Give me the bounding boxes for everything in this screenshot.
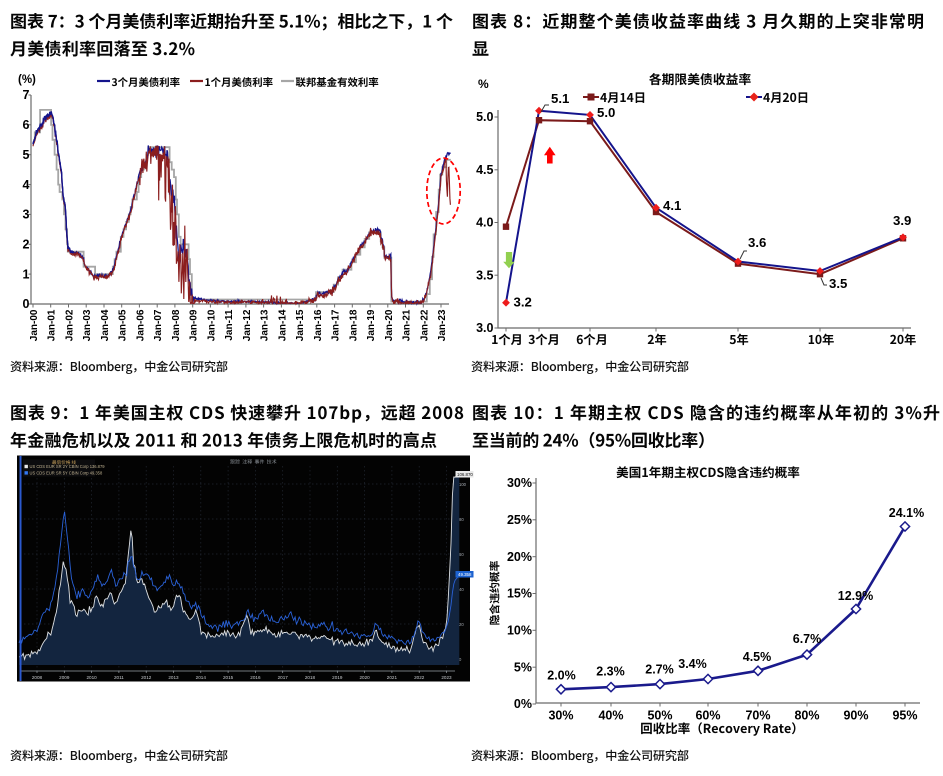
svg-text:2015: 2015 [223, 675, 234, 680]
svg-text:Jan-10: Jan-10 [206, 309, 217, 341]
svg-text:4.5%: 4.5% [743, 650, 772, 664]
svg-text:2018: 2018 [305, 675, 316, 680]
svg-text:Jan-21: Jan-21 [402, 309, 413, 341]
svg-text:2008: 2008 [32, 675, 43, 680]
svg-text:Jan-20: Jan-20 [384, 309, 395, 341]
svg-text:Jan-06: Jan-06 [135, 309, 146, 341]
svg-text:0: 0 [23, 297, 30, 311]
svg-text:Jan-05: Jan-05 [118, 309, 129, 341]
svg-text:Jan-08: Jan-08 [171, 309, 182, 341]
svg-text:60: 60 [459, 552, 464, 557]
svg-text:7: 7 [23, 88, 30, 102]
svg-text:70%: 70% [745, 709, 770, 723]
svg-text:3.5: 3.5 [476, 268, 493, 282]
svg-text:Jan-17: Jan-17 [331, 309, 342, 341]
svg-text:Jan-22: Jan-22 [419, 309, 430, 341]
svg-text:20: 20 [459, 622, 464, 627]
svg-text:4.1: 4.1 [663, 198, 681, 213]
svg-text:2016: 2016 [250, 675, 261, 680]
svg-text:2.3%: 2.3% [596, 665, 625, 679]
svg-text:6: 6 [23, 118, 30, 132]
svg-text:2022: 2022 [414, 675, 425, 680]
svg-text:2012: 2012 [141, 675, 152, 680]
svg-text:10%: 10% [507, 624, 532, 638]
svg-text:2014: 2014 [196, 675, 207, 680]
svg-text:5.1: 5.1 [551, 91, 569, 106]
svg-text:Jan-04: Jan-04 [100, 309, 111, 341]
svg-text:Jan-01: Jan-01 [47, 309, 58, 341]
svg-text:2017: 2017 [278, 675, 289, 680]
svg-text:3.5: 3.5 [829, 276, 847, 291]
svg-text:Jan-23: Jan-23 [437, 309, 448, 341]
svg-text:Jan-02: Jan-02 [64, 309, 75, 341]
svg-text:Jan-00: Jan-00 [29, 309, 40, 341]
svg-text:2.7%: 2.7% [645, 663, 674, 677]
svg-text:2011: 2011 [114, 675, 124, 680]
svg-text:4.0: 4.0 [476, 216, 493, 230]
svg-text:Jan-12: Jan-12 [242, 309, 253, 341]
svg-text:Jan-15: Jan-15 [295, 309, 306, 341]
svg-text:Jan-03: Jan-03 [82, 309, 93, 341]
svg-text:20%: 20% [507, 550, 532, 564]
svg-text:4: 4 [23, 178, 30, 192]
svg-text:Jan-16: Jan-16 [313, 309, 324, 341]
svg-text:3.4%: 3.4% [678, 657, 707, 671]
svg-text:3.9: 3.9 [893, 213, 911, 228]
svg-text:50%: 50% [647, 709, 672, 723]
svg-text:Jan-19: Jan-19 [366, 309, 377, 341]
svg-text:60%: 60% [695, 709, 720, 723]
svg-text:90%: 90% [843, 709, 868, 723]
svg-text:Jan-18: Jan-18 [348, 309, 359, 341]
svg-text:0: 0 [459, 657, 462, 662]
svg-text:2010: 2010 [86, 675, 97, 680]
svg-text:3: 3 [23, 208, 30, 222]
svg-text:2: 2 [23, 237, 30, 251]
svg-text:6.7%: 6.7% [793, 632, 822, 646]
svg-text:1: 1 [23, 267, 30, 281]
svg-text:40%: 40% [598, 709, 623, 723]
svg-text:100: 100 [459, 482, 467, 487]
svg-text:Jan-09: Jan-09 [189, 309, 200, 341]
svg-text:Jan-11: Jan-11 [224, 309, 235, 341]
svg-text:30%: 30% [507, 476, 532, 490]
svg-text:5%: 5% [514, 660, 532, 674]
svg-text:5: 5 [23, 148, 30, 162]
svg-text:3.6: 3.6 [748, 235, 766, 250]
svg-text:5.0: 5.0 [476, 110, 493, 124]
svg-text:2.0%: 2.0% [547, 669, 576, 683]
svg-text:2021: 2021 [387, 675, 398, 680]
svg-text:0%: 0% [514, 697, 532, 711]
svg-text:40: 40 [459, 587, 464, 592]
svg-text:24.1%: 24.1% [889, 506, 924, 520]
svg-text:(%): (%) [18, 74, 36, 86]
svg-text:2023: 2023 [441, 675, 452, 680]
svg-text:49.358: 49.358 [458, 572, 472, 577]
svg-text:3.2: 3.2 [514, 295, 532, 310]
svg-text:106.870: 106.870 [457, 472, 473, 477]
svg-text:US CDS EUR SR 5Y CBIN Corp 49.: US CDS EUR SR 5Y CBIN Corp 49.358 [30, 471, 103, 476]
svg-text:3.0: 3.0 [476, 321, 493, 335]
svg-text:Jan-07: Jan-07 [153, 309, 164, 341]
svg-text:25%: 25% [507, 513, 532, 527]
svg-text:4.5: 4.5 [476, 163, 493, 177]
svg-text:30%: 30% [548, 709, 573, 723]
svg-text:US CDS EUR SR 2Y CBIN Corp 136: US CDS EUR SR 2Y CBIN Corp 136.879 [30, 464, 106, 469]
svg-text:12.9%: 12.9% [838, 589, 873, 603]
svg-text:Jan-14: Jan-14 [277, 309, 288, 341]
svg-text:2009: 2009 [59, 675, 70, 680]
svg-text:2013: 2013 [168, 675, 179, 680]
svg-text:Jan-13: Jan-13 [260, 309, 271, 341]
svg-text:95%: 95% [892, 709, 917, 723]
svg-text:2020: 2020 [359, 675, 370, 680]
svg-text:80%: 80% [794, 709, 819, 723]
svg-text:2019: 2019 [332, 675, 343, 680]
svg-text:15%: 15% [507, 587, 532, 601]
svg-text:%: % [478, 77, 489, 91]
svg-text:80: 80 [459, 517, 464, 522]
svg-text:5.0: 5.0 [597, 105, 615, 120]
